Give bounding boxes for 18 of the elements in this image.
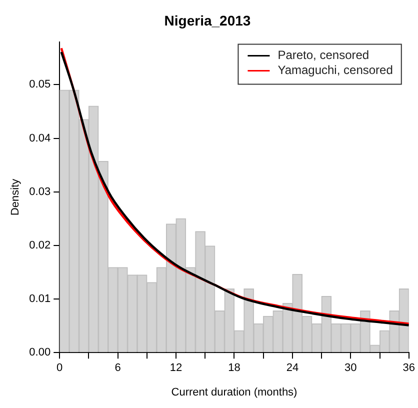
legend-label: Pareto, censored (278, 48, 370, 62)
x-tick-label: 12 (170, 362, 182, 374)
x-axis-title: Current duration (months) (171, 386, 298, 398)
chart-title: Nigeria_2013 (164, 12, 251, 28)
x-tick-label: 6 (114, 362, 121, 374)
y-axis-title: Density (10, 178, 22, 216)
y-tick-label: 0.02 (29, 239, 51, 252)
x-tick-label: 18 (228, 362, 240, 374)
x-tick-label: 0 (56, 362, 63, 374)
y-tick-label: 0.01 (29, 293, 51, 306)
x-tick-label: 36 (402, 362, 416, 374)
x-tick-label: 24 (286, 362, 299, 374)
y-tick-label: 0.05 (29, 78, 51, 91)
y-tick-label: 0.04 (29, 132, 51, 144)
legend-label: Yamaguchi, censored (278, 63, 393, 78)
y-tick-label: 0.03 (29, 186, 51, 198)
x-tick-label: 30 (344, 362, 357, 374)
y-tick-label: 0.00 (29, 346, 51, 359)
